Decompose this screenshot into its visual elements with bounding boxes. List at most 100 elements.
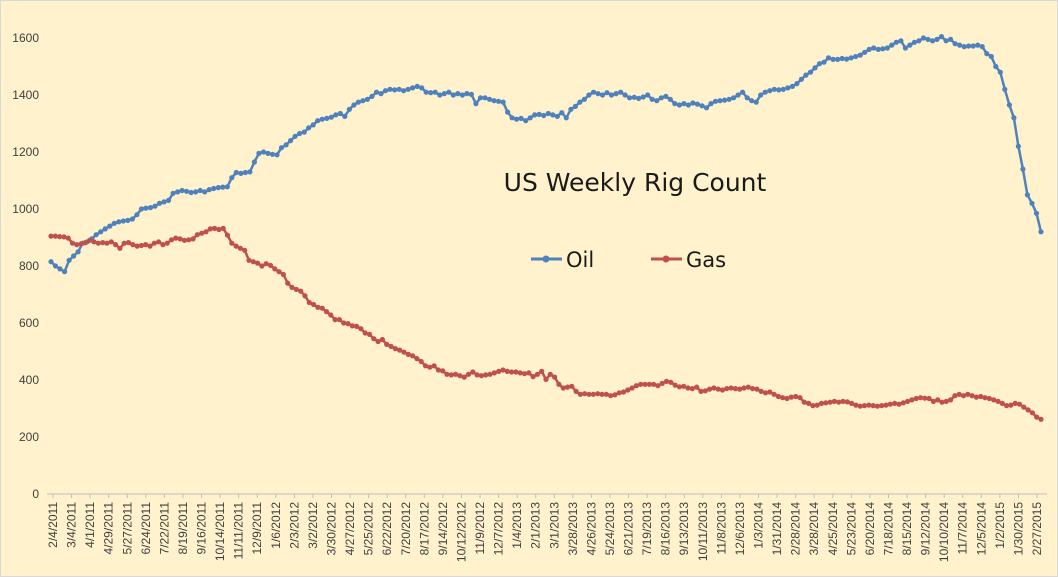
data-point-oil [342,113,348,119]
data-point-oil [428,90,434,96]
x-tick-label: 12/7/2012 [492,502,506,556]
data-point-gas [57,234,63,240]
x-tick-label: 2/1/2013 [529,502,543,549]
x-tick-label: 7/18/2014 [881,502,895,556]
data-point-gas [590,391,596,397]
data-point-oil [1033,210,1040,216]
data-point-oil [762,89,768,95]
x-tick-label: 10/14/2011 [213,502,227,561]
data-point-gas [801,399,807,405]
data-point-gas [130,242,136,248]
data-point-oil [789,83,796,89]
data-point-gas [52,233,58,239]
data-point-oil [925,36,931,43]
data-point-oil [156,200,163,206]
y-tick-label: 200 [19,430,39,444]
data-point-gas [358,326,364,332]
x-tick-label: 9/16/2011 [195,502,209,555]
data-point-gas [707,386,713,392]
data-point-oil [319,116,325,122]
data-point-gas [341,320,347,326]
data-point-oil [844,56,850,62]
data-point-oil [911,39,918,45]
data-point-gas [125,240,132,246]
data-point-gas [448,372,454,378]
data-point-gas [638,381,644,387]
data-point-oil [410,85,416,91]
data-point-gas [969,393,975,399]
data-point-oil [929,38,936,44]
data-point-gas [917,395,924,401]
x-tick-label: 8/17/2012 [417,502,431,556]
data-point-gas [806,400,812,406]
data-point-gas [289,284,295,290]
data-point-oil [740,89,746,95]
data-point-gas [547,371,553,377]
series-markers-oil [48,34,1044,275]
data-point-gas [672,382,678,388]
data-point-gas [401,349,407,355]
data-point-gas [741,385,747,391]
data-point-gas [267,262,274,268]
data-point-gas [422,363,429,369]
data-point-oil [767,88,773,94]
data-point-oil [346,106,352,112]
data-point-oil [315,118,321,124]
data-point-gas [194,232,200,238]
data-point-oil [857,52,863,58]
data-point-gas [689,386,695,392]
data-point-gas [603,391,609,397]
data-point-oil [1006,102,1013,108]
data-point-gas [78,241,84,247]
data-point-gas [840,398,846,404]
data-point-gas [457,373,463,379]
data-point-oil [920,35,927,41]
data-point-gas [513,369,519,375]
data-point-oil [188,189,194,196]
x-tick-label: 8/15/2014 [900,502,914,556]
data-point-gas [173,235,179,241]
data-point-oil [62,269,68,275]
x-tick-label: 12/5/2014 [974,502,988,556]
data-point-oil [333,112,339,118]
data-point-oil [1024,192,1030,198]
data-point-oil [676,102,683,108]
data-point-gas [564,384,571,390]
data-point-gas [681,383,687,389]
data-point-oil [129,216,135,222]
data-point-gas [405,351,411,357]
data-point-gas [659,380,665,386]
data-point-oil [735,92,741,98]
data-point-oil [107,223,113,229]
data-point-gas [427,364,433,370]
data-point-gas [104,240,110,246]
legend-item-oil: Oil [531,248,594,272]
data-point-gas [509,369,515,375]
data-point-gas [539,368,545,374]
data-point-oil [215,185,221,191]
data-point-gas [504,368,510,374]
data-point-gas [853,402,859,408]
data-point-oil [165,197,172,203]
data-point-oil [771,86,777,92]
data-point-oil [482,95,488,101]
data-point-gas [526,370,532,376]
legend-label-oil: Oil [566,248,594,272]
data-point-oil [726,96,732,102]
data-point-oil [382,88,389,94]
data-point-gas [1034,414,1040,420]
data-point-oil [405,86,411,92]
data-point-gas [569,383,575,389]
data-point-gas [978,393,984,400]
data-point-oil [396,86,402,92]
data-point-oil [776,87,782,93]
data-point-gas [345,321,351,327]
x-tick-label: 2/27/2015 [1030,502,1044,556]
data-point-oil [712,98,719,104]
data-point-gas [1008,402,1014,408]
data-point-gas [1021,404,1027,410]
data-point-gas [143,242,149,248]
data-point-gas [414,356,420,362]
x-tick-label: 7/22/2011 [157,502,171,555]
data-point-oil [175,189,181,195]
